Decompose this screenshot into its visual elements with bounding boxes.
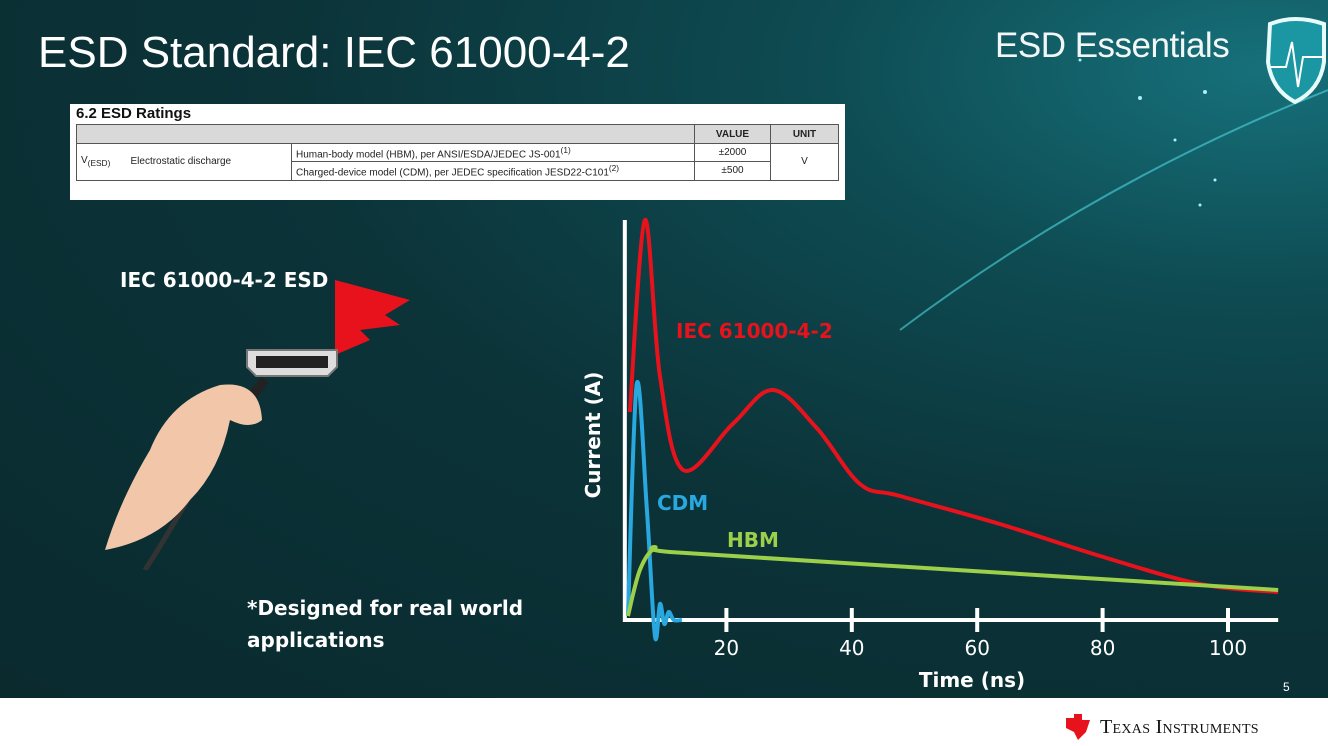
series-line-cdm — [625, 379, 683, 642]
footer-bar — [0, 698, 1328, 746]
symbol: V — [81, 155, 88, 167]
table-row: V(ESD) Electrostatic discharge Human-bod… — [76, 142, 839, 181]
light-streak-decoration — [899, 58, 1328, 331]
table-header-unit: UNIT — [770, 124, 839, 144]
chart-series — [625, 217, 1279, 642]
slide: ESD Standard: IEC 61000-4-2 ESD Essentia… — [0, 0, 1328, 698]
hand-holding-hdmi-illustration — [105, 280, 410, 570]
table-title: 6.2 ESD Ratings — [76, 105, 192, 122]
note-text: *Designed for real world applications — [247, 596, 524, 652]
slide-title: ESD Standard: IEC 61000-4-2 — [38, 28, 630, 77]
series-label-iec: IEC 61000-4-2 — [676, 319, 833, 343]
condition-cell: Charged-device model (CDM), per JEDEC sp… — [291, 161, 695, 181]
ti-logo-icon — [1066, 714, 1090, 740]
x-tick-label: 60 — [964, 636, 989, 660]
series-label-hbm: HBM — [727, 528, 779, 552]
y-axis-label: Current (A) — [581, 372, 605, 499]
x-tick-label: 40 — [839, 636, 864, 660]
page-number: 5 — [1283, 680, 1290, 694]
hand — [105, 384, 262, 550]
footnote: (2) — [608, 163, 620, 174]
symbol-cell: V(ESD) — [76, 143, 127, 181]
series-line-hbm — [626, 544, 1279, 617]
condition-text: Human-body model (HBM), per ANSI/ESDA/JE… — [296, 149, 561, 161]
parameter-cell: Electrostatic discharge — [126, 143, 292, 181]
x-tick-label: 80 — [1090, 636, 1115, 660]
ti-logo: Texas Instruments — [1062, 712, 1259, 742]
esd-ratings-table: 6.2 ESD Ratings VALUE UNIT V(ESD) Electr… — [70, 104, 845, 200]
unit-cell: V — [770, 143, 839, 181]
hdmi-connector-icon — [246, 349, 338, 377]
lightning-bolt-icon — [335, 280, 410, 355]
esd-waveform-chart: 20 40 60 80 100 Current (A) Time (ns) IEC 61… — [581, 217, 1279, 692]
x-axis-label: Time (ns) — [919, 668, 1025, 692]
left-heading: IEC 61000-4-2 ESD — [120, 268, 329, 292]
value-cell: ±500 — [694, 161, 771, 181]
footnote: (1) — [560, 145, 571, 155]
table-row: Charged-device model (CDM), per JEDEC sp… — [77, 161, 839, 181]
table-header-value: VALUE — [694, 124, 771, 144]
ti-logo-text: Texas Instruments — [1100, 715, 1259, 738]
table-header-blank — [76, 124, 695, 144]
chart-axes: 20 40 60 80 100 — [622, 220, 1279, 660]
series-line-iec-61000-4-2 — [627, 217, 1279, 594]
symbol-sub: (ESD) — [87, 158, 111, 169]
series-label-cdm: CDM — [657, 491, 708, 515]
condition-text: Charged-device model (CDM), per JEDEC sp… — [296, 167, 609, 179]
shield-pulse-icon — [1265, 17, 1326, 104]
x-tick-label: 20 — [714, 636, 739, 660]
table-header-row: VALUE UNIT — [76, 124, 839, 144]
x-tick-label: 100 — [1209, 636, 1247, 660]
brand-title: ESD Essentials — [995, 26, 1230, 65]
